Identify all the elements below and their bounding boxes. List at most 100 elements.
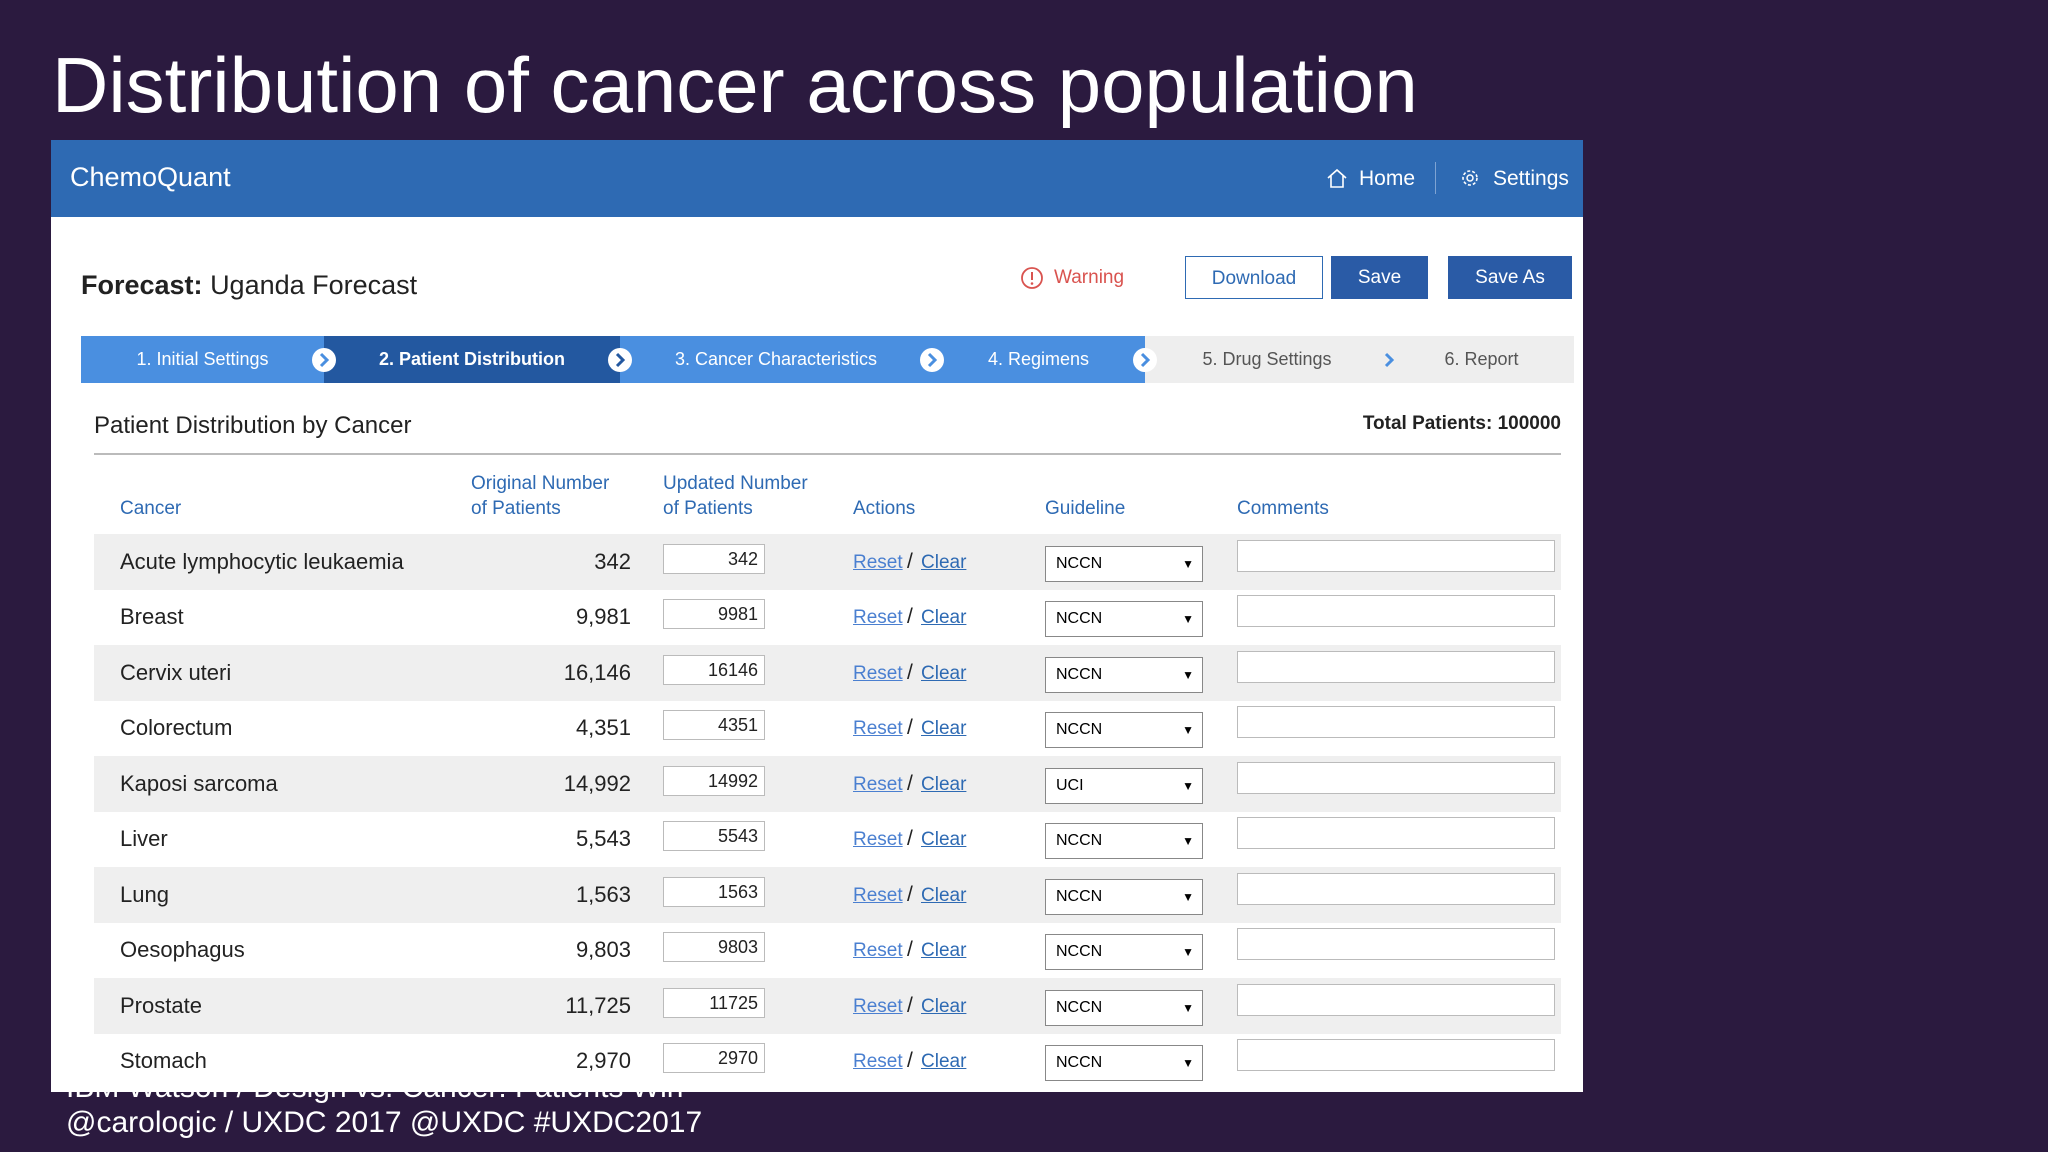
clear-link[interactable]: Clear [921,829,967,851]
clear-link[interactable]: Clear [921,884,967,906]
save-as-button[interactable]: Save As [1448,256,1572,299]
cancer-name: Breast [120,604,184,630]
comment-input[interactable] [1237,983,1555,1016]
chevron [1140,352,1151,368]
download-button[interactable]: Download [1185,256,1323,299]
column-header: Cancer [120,498,182,519]
cancer-name: Stomach [120,1048,207,1074]
save-button[interactable]: Save [1331,256,1428,299]
original-count: 342 [594,548,631,574]
guideline-select[interactable]: NCCN ▼ [1045,656,1203,693]
updated-count-input[interactable]: 4351 [663,710,765,741]
guideline-select[interactable]: UCI ▼ [1045,767,1203,804]
reset-link[interactable]: Reset [853,884,903,906]
clear-link[interactable]: Clear [921,662,967,684]
dropdown-arrow: ▼ [1182,612,1194,627]
app-header: ChemoQuant Home Settings [51,140,1583,217]
step[interactable]: 4. Regimens [932,336,1145,383]
reset-link[interactable]: Reset [853,551,903,573]
guideline-value: NCCN [1056,832,1103,850]
step[interactable]: 6. Report [1389,336,1574,383]
updated-count-input[interactable]: 342 [663,543,765,574]
updated-count-input[interactable]: 2970 [663,1043,765,1074]
clear-link[interactable]: Clear [921,773,967,795]
guideline-select[interactable]: NCCN ▼ [1045,823,1203,860]
updated-count-input[interactable]: 9981 [663,599,765,630]
home-icon [1327,168,1347,188]
step-chevron [608,348,632,372]
comment-input[interactable] [1237,817,1555,850]
guideline-select[interactable]: NCCN ▼ [1045,878,1203,915]
clear-link[interactable]: Clear [921,940,967,962]
comment-input[interactable] [1237,706,1555,739]
clear-link[interactable]: Clear [921,551,967,573]
guideline-select[interactable]: NCCN ▼ [1045,712,1203,749]
guideline-select[interactable]: NCCN ▼ [1045,601,1203,638]
updated-count-input[interactable]: 1563 [663,876,765,907]
reset-link[interactable]: Reset [853,995,903,1017]
guideline-select[interactable]: NCCN ▼ [1045,545,1203,582]
reset-link[interactable]: Reset [853,607,903,629]
guideline-value: NCCN [1056,721,1103,739]
step-chevron [1377,348,1401,372]
reset-link[interactable]: Reset [853,662,903,684]
chevron [615,352,626,368]
comment-input[interactable] [1237,539,1555,572]
guideline-select[interactable]: NCCN ▼ [1045,1045,1203,1082]
guideline-value: NCCN [1056,554,1103,572]
total-value: 100000 [1497,413,1561,434]
chevron [1384,352,1395,368]
separator: / [907,882,913,906]
comment-input[interactable] [1237,761,1555,794]
original-count: 4,351 [575,715,631,741]
reset-link[interactable]: Reset [853,773,903,795]
step[interactable]: 1. Initial Settings [81,336,324,383]
reset-link[interactable]: Reset [853,1051,903,1073]
nav-link[interactable]: Settings [1493,167,1569,190]
forecast-label: Forecast: [81,270,203,300]
guideline-value: NCCN [1056,610,1103,628]
reset-link[interactable]: Reset [853,940,903,962]
rule [94,453,1561,455]
comment-input[interactable] [1237,872,1555,905]
clear-link[interactable]: Clear [921,1051,967,1073]
step[interactable]: 2. Patient Distribution [324,336,620,383]
updated-count-input[interactable]: 14992 [663,765,765,796]
reset-link[interactable]: Reset [853,829,903,851]
gear-icon [1462,170,1478,186]
original-count: 9,981 [575,604,631,630]
clear-link[interactable]: Clear [921,995,967,1017]
separator: / [907,549,913,573]
dropdown-arrow: ▼ [1182,667,1194,682]
guideline-select[interactable]: NCCN ▼ [1045,934,1203,971]
comment-input[interactable] [1237,595,1555,628]
guideline-select[interactable]: NCCN ▼ [1045,989,1203,1026]
step-chevron [312,348,336,372]
nav-link[interactable]: Home [1359,167,1416,190]
clear-link[interactable]: Clear [921,607,967,629]
updated-count-input[interactable]: 9803 [663,932,765,963]
dropdown-arrow: ▼ [1182,889,1194,904]
cancer-name: Cervix uteri [120,659,232,685]
comment-input[interactable] [1237,928,1555,961]
updated-count-input[interactable]: 5543 [663,821,765,852]
reset-link[interactable]: Reset [853,718,903,740]
step[interactable]: 3. Cancer Characteristics [620,336,932,383]
updated-count-input[interactable]: 16146 [663,654,765,685]
step[interactable]: 5. Drug Settings [1145,336,1389,383]
updated-count-input[interactable]: 11725 [663,987,765,1018]
cancer-name: Acute lymphocytic leukaemia [120,548,404,574]
column-header: Updated Number of Patients [663,473,808,519]
clear-link[interactable]: Clear [921,718,967,740]
separator: / [907,827,913,851]
cancer-name: Oesophagus [120,937,245,963]
dropdown-arrow: ▼ [1182,556,1194,571]
comment-input[interactable] [1237,650,1555,683]
original-count: 1,563 [575,881,631,907]
guideline-value: UCI [1056,776,1084,794]
comment-input[interactable] [1237,1039,1555,1072]
separator: / [907,993,913,1017]
guideline-value: NCCN [1056,887,1103,905]
warning[interactable]: Warning [1054,267,1125,288]
